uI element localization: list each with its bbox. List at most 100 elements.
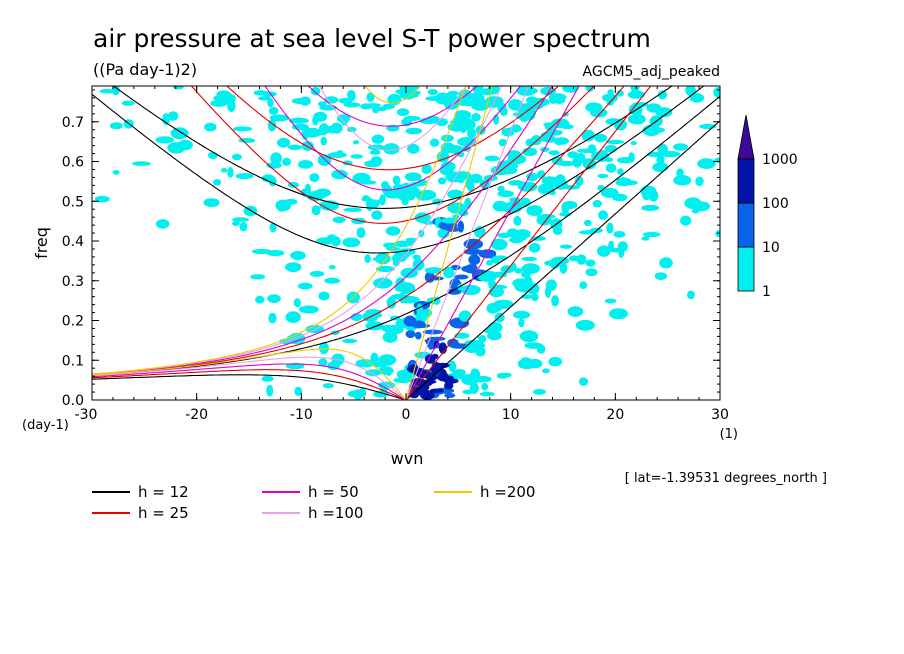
spectral-patch xyxy=(559,262,568,274)
spectral-patch xyxy=(132,161,151,166)
x-tick-label: -30 xyxy=(75,407,98,423)
x-tick-label: 30 xyxy=(711,407,729,423)
colorbar-label: 10 xyxy=(762,240,780,256)
spectral-patch xyxy=(630,86,640,92)
spectral-patch xyxy=(519,330,539,343)
spectral-patch xyxy=(513,215,522,226)
spectral-patch xyxy=(277,202,286,212)
spectral-patch xyxy=(607,89,614,96)
spectral-patch xyxy=(309,270,325,277)
colorbar-label: 100 xyxy=(762,196,789,212)
spectral-patch xyxy=(109,122,123,130)
spectral-patch xyxy=(514,268,523,274)
spectral-patch xyxy=(616,90,624,97)
dispersion-curve xyxy=(364,86,422,104)
spectral-patch xyxy=(481,382,489,391)
spectral-patch xyxy=(516,285,536,293)
legend-label: h = 25 xyxy=(138,504,189,522)
spectral-patch xyxy=(441,217,459,224)
spectral-patch xyxy=(548,177,559,183)
spectral-patch xyxy=(714,157,720,163)
spectral-patch xyxy=(251,248,272,255)
dispersion-curve xyxy=(92,374,407,400)
spectral-patch xyxy=(490,96,504,106)
spectral-patch xyxy=(509,236,524,244)
spectral-patch xyxy=(170,127,189,140)
spectral-patch xyxy=(327,152,347,158)
spectral-patch xyxy=(641,204,660,211)
dispersion-curve xyxy=(307,86,478,127)
dispersion-curve xyxy=(92,369,407,400)
spectral-patch xyxy=(111,86,120,96)
spectral-patch xyxy=(559,244,573,249)
spectral-patch xyxy=(366,201,374,212)
spectral-patch xyxy=(632,102,649,108)
spectral-patch xyxy=(396,108,410,117)
legend-label: h =100 xyxy=(308,504,363,522)
spectral-patch xyxy=(472,375,492,383)
spectral-patch xyxy=(213,179,222,186)
spectral-patch xyxy=(210,99,228,107)
spectral-patch xyxy=(454,332,470,339)
spectral-patch xyxy=(451,116,471,128)
spectral-patch xyxy=(222,93,236,104)
spectral-patch xyxy=(579,281,588,290)
y-tick-label: 0.0 xyxy=(62,393,84,409)
spectral-patch xyxy=(311,205,321,216)
spectral-patch xyxy=(353,140,359,145)
latitude-annotation: [ lat=-1.39531 degrees_north ] xyxy=(625,471,827,486)
spectral-patch xyxy=(204,122,217,132)
spectral-patch xyxy=(687,290,695,300)
spectral-patch xyxy=(542,368,550,374)
spectral-patch xyxy=(447,202,467,214)
spectral-patch xyxy=(429,138,440,147)
spectral-patch xyxy=(695,176,704,187)
x-axis-unit: (1) xyxy=(720,427,738,442)
colorbar-extension xyxy=(737,114,755,160)
spectral-patch xyxy=(471,113,481,122)
spectral-patch xyxy=(382,331,398,343)
spectral-patch xyxy=(268,106,279,115)
dispersion-curve xyxy=(225,86,560,171)
spectral-patch xyxy=(548,150,560,156)
dispersion-curve xyxy=(405,86,529,400)
dispersion-curve xyxy=(92,86,467,375)
spectral-patch xyxy=(232,220,240,227)
spectral-patch xyxy=(448,360,457,373)
spectral-peak xyxy=(431,353,439,360)
spectral-patch xyxy=(545,286,551,298)
spectral-patch xyxy=(673,143,688,151)
spectral-patch xyxy=(305,131,325,136)
spectral-patch xyxy=(574,175,584,187)
spectral-patch xyxy=(276,137,291,148)
spectral-patch xyxy=(297,160,314,169)
spectral-patch xyxy=(461,374,478,385)
spectral-patch xyxy=(392,175,401,186)
spectral-patch xyxy=(221,168,228,173)
spectral-patch xyxy=(291,97,311,105)
spectral-patch xyxy=(403,187,421,195)
spectral-patch xyxy=(409,181,426,187)
y-axis-label: freq xyxy=(32,227,51,259)
spectral-patch xyxy=(290,250,306,261)
spectral-patch xyxy=(167,111,179,121)
x-tick-label: -10 xyxy=(290,407,313,423)
spectral-patch xyxy=(332,216,346,224)
spectral-patch xyxy=(544,260,558,266)
spectral-patch xyxy=(609,308,628,320)
y-tick-label: 0.2 xyxy=(62,314,84,330)
spectral-patch xyxy=(405,326,417,331)
spectral-patch xyxy=(437,177,447,185)
x-axis-label: wvn xyxy=(391,449,424,468)
spectral-patch xyxy=(261,174,275,183)
spectral-patch xyxy=(447,90,459,96)
spectral-patch xyxy=(657,90,668,100)
spectral-patch xyxy=(424,271,435,283)
spectral-patch xyxy=(608,240,615,251)
spectral-patch xyxy=(619,177,627,183)
spectral-patch xyxy=(474,226,486,238)
spectral-patch xyxy=(551,118,570,129)
spectral-patch xyxy=(167,142,186,154)
spectral-patch xyxy=(379,194,386,206)
